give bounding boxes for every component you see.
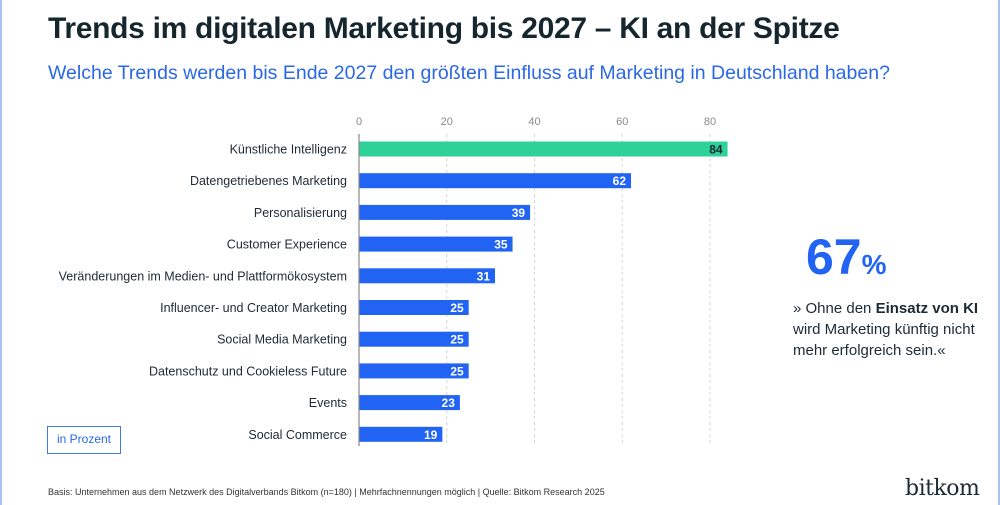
category-label: Datenschutz und Cookieless Future [149, 364, 347, 378]
unit-label: in Prozent [47, 426, 121, 454]
bar-value-label: 25 [450, 364, 464, 378]
x-tick-label: 0 [356, 116, 362, 128]
bar [359, 204, 531, 220]
bar [359, 173, 632, 189]
footer-source: Basis: Unternehmen aus dem Netzwerk des … [48, 487, 605, 497]
category-label: Customer Experience [227, 238, 347, 252]
bar [359, 363, 469, 379]
bar [359, 331, 469, 347]
bar-value-label: 31 [477, 269, 491, 283]
highlight-value: 67% [806, 228, 887, 286]
bar-value-label: 19 [424, 428, 438, 442]
bar-value-label: 62 [613, 174, 627, 188]
category-label: Events [309, 396, 347, 410]
category-label: Veränderungen im Medien- und Plattformök… [59, 269, 347, 283]
highlight-unit: % [861, 249, 887, 280]
category-label: Influencer- und Creator Marketing [160, 301, 347, 315]
quote-text: » Ohne den [793, 300, 876, 317]
x-tick-label: 20 [441, 116, 453, 128]
x-tick-label: 80 [704, 116, 716, 128]
bar [359, 268, 496, 284]
quote-text-end: wird Marketing künftig nicht mehr erfolg… [793, 321, 975, 359]
bar-value-label: 25 [450, 301, 464, 315]
highlight-number: 67 [806, 229, 862, 285]
bar [359, 426, 443, 442]
chart-title: Trends im digitalen Marketing bis 2027 –… [48, 12, 840, 45]
bar [359, 141, 728, 157]
bar-value-label: 39 [512, 206, 526, 220]
category-label: Personalisierung [254, 206, 347, 220]
x-tick-label: 40 [528, 116, 540, 128]
bar [359, 300, 469, 315]
bar-value-label: 25 [450, 333, 464, 347]
category-label: Social Media Marketing [217, 333, 347, 347]
bar-value-label: 35 [494, 238, 508, 252]
category-label: Künstliche Intelligenz [230, 143, 347, 157]
bar-value-label: 23 [442, 396, 456, 410]
x-tick-label: 60 [616, 116, 628, 128]
quote-bold: Einsatz von KI [875, 300, 979, 317]
bitkom-logo: bitkom [905, 476, 980, 501]
category-label: Datengetriebenes Marketing [190, 174, 347, 188]
bar [359, 395, 460, 411]
highlight-quote: » Ohne den Einsatz von KI wird Marketing… [793, 298, 983, 361]
bar-value-label: 84 [709, 143, 723, 157]
bar [359, 236, 513, 252]
category-label: Social Commerce [248, 428, 347, 442]
chart-subtitle: Welche Trends werden bis Ende 2027 den g… [48, 62, 890, 84]
